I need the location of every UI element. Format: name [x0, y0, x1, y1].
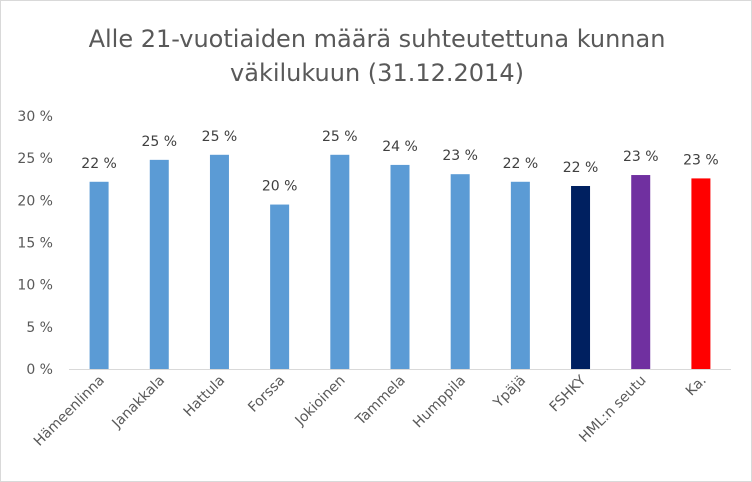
y-axis-labels: 0 % 5 % 10 % 15 % 20 % 25 % 30 % — [17, 109, 53, 378]
y-tick-label: 10 % — [17, 278, 53, 294]
bar — [149, 159, 169, 369]
data-label: 25 % — [322, 129, 358, 145]
bar — [270, 204, 290, 369]
bars — [89, 154, 711, 369]
bar — [631, 175, 651, 369]
category-label: Ypäjä — [490, 373, 529, 412]
bar — [450, 174, 470, 369]
data-label: 25 % — [202, 129, 238, 145]
category-labels: Hämeenlinna Janakkala Hattula Forssa Jokioin… — [31, 372, 710, 449]
data-label: 22 % — [81, 156, 117, 172]
chart-title-line-2: väkilukuun (31.12.2014) — [230, 59, 524, 87]
bar — [571, 185, 591, 369]
data-label: 25 % — [141, 134, 177, 150]
y-tick-label: 0 % — [26, 362, 53, 378]
y-tick-label: 15 % — [17, 236, 53, 252]
bar — [330, 154, 350, 369]
data-label: 24 % — [382, 139, 418, 155]
chart-title-line-1: Alle 21-vuotiaiden määrä suhteutettuna k… — [89, 25, 666, 53]
bar — [89, 181, 109, 369]
bar — [390, 164, 410, 369]
category-label: FSHKY — [547, 372, 590, 415]
bar — [691, 178, 711, 369]
y-tick-label: 25 % — [17, 151, 53, 167]
y-tick-label: 30 % — [17, 109, 53, 125]
category-label: Humppila — [410, 373, 469, 432]
category-label: Janakkala — [109, 373, 169, 433]
category-label: Tammela — [352, 373, 409, 430]
category-label: Forssa — [245, 373, 288, 416]
category-label: Hattula — [181, 373, 229, 421]
data-label: 23 % — [442, 148, 478, 164]
data-label: 22 % — [563, 160, 599, 176]
y-tick-label: 20 % — [17, 193, 53, 209]
category-label: Ka. — [683, 373, 710, 400]
bar — [510, 181, 530, 369]
category-label: Jokioinen — [292, 373, 349, 430]
data-label: 23 % — [683, 152, 719, 168]
bar — [209, 154, 229, 369]
data-label: 20 % — [262, 179, 298, 195]
data-label: 22 % — [503, 156, 539, 172]
category-label: Hämeenlinna — [31, 373, 108, 450]
y-tick-label: 5 % — [26, 320, 53, 336]
data-label: 23 % — [623, 149, 659, 165]
data-labels: 22 % 25 % 25 % 20 % 25 % 24 % 23 % 22 % 22 % 23 %… — [81, 129, 718, 195]
